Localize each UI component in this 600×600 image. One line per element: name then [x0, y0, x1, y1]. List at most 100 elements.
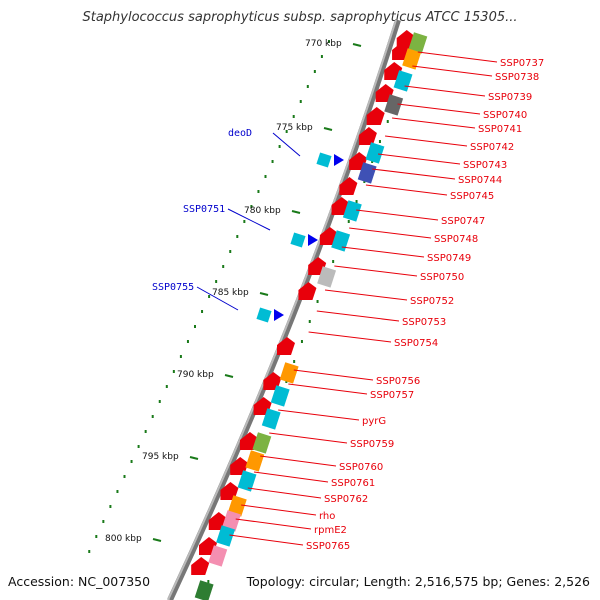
tick-dot [243, 220, 246, 223]
right-label-line [384, 135, 468, 147]
gene-annotation-block [194, 580, 214, 600]
gene-annotation-block [222, 510, 241, 532]
right-gene-label: SSP0740 [483, 110, 527, 121]
right-label-line [365, 184, 448, 196]
tick-dot [313, 70, 316, 73]
tick-dot [95, 535, 98, 538]
right-gene-label: SSP0737 [500, 58, 544, 69]
tick-dot [308, 320, 311, 323]
gene-reverse [334, 154, 344, 166]
gene-reverse-annotation [290, 232, 306, 248]
right-label-line [260, 455, 337, 467]
tick-dot [332, 260, 335, 263]
genome-backbone [167, 19, 401, 600]
map-title: Staphylococcus saprophyticus subsp. sapr… [82, 10, 518, 25]
tick-dot [386, 120, 389, 123]
right-gene-label: SSP0752 [410, 296, 454, 307]
tick-dot [102, 520, 105, 523]
gene-annotation-block [252, 432, 272, 454]
kbp-tick [152, 538, 162, 542]
gene-reverse-annotation [256, 307, 272, 323]
accession-text: Accession: NC_007350 [8, 574, 151, 589]
gene-forward [239, 432, 258, 450]
tick-dot [215, 280, 218, 283]
tick-dot [299, 100, 302, 103]
right-gene-label: SSP0753 [402, 317, 446, 328]
tick-dot [179, 355, 182, 358]
gene-annotation-block [357, 162, 377, 184]
tick-dot [257, 190, 260, 193]
left-gene-label: deoD [228, 128, 252, 139]
tick-dot [236, 235, 239, 238]
gene-annotation-block [402, 48, 422, 70]
tick-dot [88, 550, 91, 553]
kbp-label: 785 kbp [212, 288, 249, 298]
left-gene-label: SSP0755 [152, 282, 194, 293]
gene-annotation-block [216, 525, 236, 547]
right-gene-label: SSP0754 [394, 338, 438, 349]
right-gene-label: SSP0742 [470, 142, 514, 153]
right-label-line [316, 310, 400, 322]
right-gene-label: SSP0745 [450, 191, 494, 202]
genome-backbone-highlight [167, 19, 397, 600]
right-gene-label: SSP0750 [420, 272, 464, 283]
kbp-label: 795 kbp [142, 452, 179, 462]
gene-annotation-block [208, 545, 228, 567]
right-label-line [229, 534, 304, 546]
gene-annotation-block [245, 450, 265, 472]
right-label-line [253, 471, 329, 483]
right-label-line [247, 487, 322, 499]
gene-annotation-block [365, 142, 385, 164]
tick-dot [316, 300, 319, 303]
tick-dot [144, 430, 147, 433]
tick-dot [327, 40, 330, 43]
gene-annotation-block [342, 200, 362, 222]
tick-dot [306, 85, 309, 88]
kbp-label: 770 kbp [305, 39, 342, 49]
right-gene-label: SSP0759 [350, 439, 394, 450]
left-label-line [227, 208, 271, 231]
tick-dot [300, 340, 303, 343]
kbp-label: 790 kbp [177, 370, 214, 380]
right-label-line [412, 65, 493, 77]
tick-dot [207, 580, 210, 583]
right-label-line [356, 209, 439, 221]
tick-dot [165, 385, 168, 388]
tick-dot [355, 200, 358, 203]
right-label-line [349, 227, 432, 239]
right-gene-label: SSP0762 [324, 494, 368, 505]
right-label-line [278, 409, 360, 421]
tick-dot [222, 265, 225, 268]
right-gene-label: SSP0739 [488, 92, 532, 103]
tick-dot [250, 205, 253, 208]
tick-dot [130, 460, 133, 463]
right-label-line [269, 432, 348, 444]
tick-dot [151, 415, 154, 418]
tick-dot [137, 445, 140, 448]
right-label-line [341, 246, 425, 258]
gene-annotation-block [237, 470, 257, 492]
gene-forward [358, 127, 377, 145]
right-gene-label: SSP0761 [331, 478, 375, 489]
topology-text: Topology: circular; Length: 2,516,575 bp… [246, 574, 590, 589]
gene-forward [277, 337, 295, 355]
tick-dot [347, 220, 350, 223]
gene-forward [331, 197, 350, 215]
gene-reverse [274, 309, 284, 321]
kbp-tick [323, 127, 333, 131]
right-label-line [392, 117, 476, 129]
kbp-label: 800 kbp [105, 534, 142, 544]
right-label-line [377, 153, 461, 165]
kbp-tick [189, 456, 199, 460]
tick-dot [186, 340, 189, 343]
right-label-line [324, 289, 408, 301]
right-gene-label: SSP0741 [478, 124, 522, 135]
right-label-line [288, 383, 368, 395]
tick-dot [378, 140, 381, 143]
right-gene-label: SSP0743 [463, 160, 507, 171]
gene-forward [191, 557, 210, 575]
tick-dot [116, 490, 119, 493]
right-label-line [417, 51, 498, 63]
gene-forward [366, 107, 385, 125]
right-gene-label: SSP0748 [434, 234, 478, 245]
